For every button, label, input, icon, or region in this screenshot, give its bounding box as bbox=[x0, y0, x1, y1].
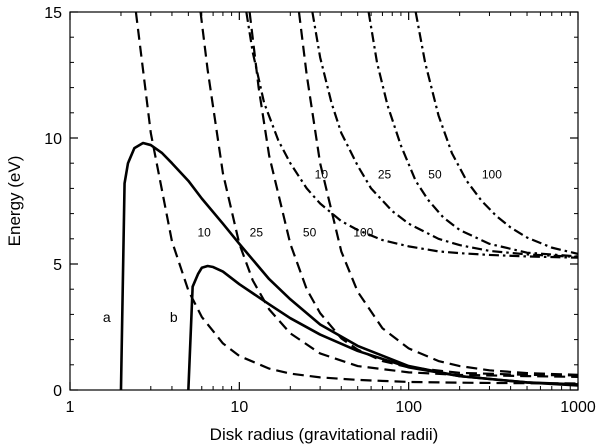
series-dash-dot-10-line bbox=[245, 12, 578, 259]
contour-label: 10 bbox=[315, 167, 329, 181]
x-tick-label: 1000 bbox=[560, 399, 596, 416]
x-tick-label: 1 bbox=[66, 399, 75, 416]
contour-label: 25 bbox=[378, 167, 392, 181]
contour-label: 10 bbox=[197, 225, 211, 239]
curves-layer bbox=[119, 12, 578, 390]
series-solid-a-line bbox=[119, 141, 578, 390]
series-dashed-50-line bbox=[248, 12, 578, 377]
x-axis-label: Disk radius (gravitational radii) bbox=[210, 425, 439, 444]
x-tick-label: 100 bbox=[395, 399, 422, 416]
contour-label: 100 bbox=[482, 167, 502, 181]
y-tick-label: 15 bbox=[44, 5, 62, 22]
contour-label: 50 bbox=[428, 167, 442, 181]
series-dash-dot-100-line bbox=[414, 12, 578, 255]
x-tick-label: 10 bbox=[230, 399, 248, 416]
plot-frame bbox=[69, 11, 579, 391]
y-tick-label: 5 bbox=[53, 257, 62, 274]
series-solid-b-line bbox=[187, 264, 578, 390]
series-dashed-10-line bbox=[134, 12, 578, 385]
y-tick-label: 10 bbox=[44, 131, 62, 148]
contour-label: 100 bbox=[353, 225, 373, 239]
contour-label: 50 bbox=[303, 225, 317, 239]
curve-label: a bbox=[103, 309, 111, 325]
ticks-layer: 1 10 100 1000 0 5 10 15 bbox=[44, 5, 596, 416]
series-dashed-25-line bbox=[199, 12, 578, 378]
contour-label: 25 bbox=[250, 225, 264, 239]
curve-label: b bbox=[170, 309, 178, 325]
y-tick-label: 0 bbox=[53, 383, 62, 400]
annotations-layer: a b 10 25 50 100 10 25 50 100 bbox=[103, 167, 502, 325]
y-axis-label: Energy (eV) bbox=[5, 156, 24, 247]
series-dash-dot-50-line bbox=[367, 12, 578, 258]
series-dashed-100-line bbox=[297, 12, 578, 376]
